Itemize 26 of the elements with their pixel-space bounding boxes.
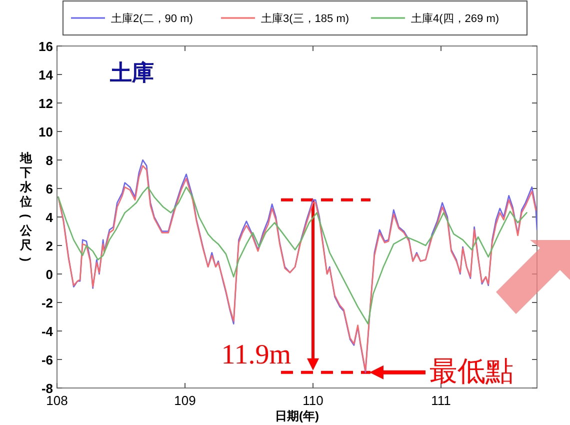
legend-label: 土庫4(四，269 m) bbox=[411, 12, 500, 25]
y-tick-label: 16 bbox=[38, 39, 53, 54]
x-tick-label: 110 bbox=[302, 393, 324, 408]
y-tick-label: 2 bbox=[46, 238, 53, 254]
y-tick-label: 8 bbox=[46, 153, 53, 168]
x-tick-label: 111 bbox=[431, 393, 451, 408]
y-tick-label: 12 bbox=[38, 96, 53, 111]
annotation: 11.9m bbox=[221, 339, 292, 370]
y-tick-label: 14 bbox=[38, 68, 54, 82]
y-tick-label: -8 bbox=[41, 381, 53, 396]
x-axis-title: 日期(年) bbox=[275, 409, 319, 423]
y-tick-label: 6 bbox=[46, 182, 53, 196]
y-tick-label: -4 bbox=[41, 324, 54, 339]
y-tick-label: -6 bbox=[41, 352, 53, 368]
y-tick-label: 10 bbox=[38, 124, 53, 140]
y-axis-title: 地下水位(公尺) bbox=[19, 151, 33, 262]
line-series bbox=[58, 186, 528, 325]
y-tick-label: 0 bbox=[46, 267, 53, 282]
annotation: 最低點 bbox=[429, 356, 514, 388]
legend-label: 土庫3(三，185 m) bbox=[261, 12, 350, 25]
y-tick-label: -2 bbox=[41, 296, 53, 310]
x-tick-label: 108 bbox=[46, 393, 68, 408]
y-tick-label: 4 bbox=[46, 210, 54, 225]
legend-label: 土庫2(二，90 m) bbox=[111, 12, 193, 25]
x-tick-label: 109 bbox=[174, 393, 196, 408]
text: 土庫 bbox=[109, 60, 154, 85]
